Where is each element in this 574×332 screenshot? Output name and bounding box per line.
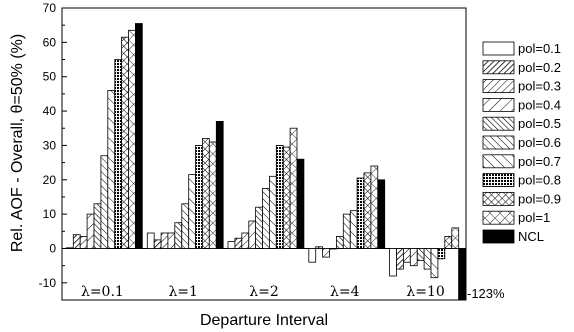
category-label: λ=4	[330, 284, 360, 300]
legend-swatch	[482, 210, 515, 225]
bar-ncl-1	[215, 121, 224, 249]
bar-pol-0-9-4	[444, 235, 453, 249]
bar-pol-0-6-4	[423, 248, 432, 270]
bar-pol-0-4-0	[86, 213, 95, 249]
bar-ncl-0	[134, 23, 143, 249]
y-tick-label: 0	[49, 241, 56, 255]
bar-pol-0-5-3	[335, 235, 344, 249]
bar-pol-0-3-0	[79, 235, 88, 249]
annotation-ncl-lambda10: -123%	[467, 286, 505, 301]
bar-pol-0-2-2	[234, 237, 243, 249]
bar-pol-0-7-1	[188, 174, 196, 249]
category-label: λ=2	[249, 284, 279, 300]
bar-pol-0-6-1	[181, 203, 190, 249]
legend-label: NCL	[518, 229, 544, 244]
bar-pol-0-7-0	[107, 90, 116, 249]
legend-swatch	[482, 79, 515, 93]
bar-pol-1-1	[208, 141, 217, 249]
legend-label: pol=0.3	[518, 79, 561, 94]
legend-swatch	[482, 173, 515, 188]
legend-label: pol=0.9	[518, 191, 561, 206]
bar-ncl-3	[377, 179, 386, 249]
bar-pol-0-1-3	[308, 248, 317, 263]
bar-pol-0-6-3	[342, 213, 351, 249]
bar-pol-0-8-4	[437, 248, 446, 260]
bar-pol-0-2-1	[153, 239, 162, 249]
plot-frame	[61, 7, 467, 301]
legend-label: pol=0.4	[518, 97, 561, 112]
y-tick-label: 60	[43, 35, 57, 49]
bar-pol-0-6-0	[100, 155, 109, 249]
bar-pol-0-4-2	[248, 220, 257, 249]
bar-ncl-4	[458, 248, 466, 301]
bar-pol-0-2-3	[315, 246, 324, 249]
y-tick-label: -10	[39, 276, 57, 290]
bar-pol-0-8-0	[114, 59, 123, 249]
y-tick-label: 10	[43, 207, 57, 221]
y-tick-label: 20	[43, 173, 57, 187]
bar-pol-0-1-2	[227, 241, 236, 249]
legend-swatch	[482, 116, 515, 131]
bar-pol-0-3-3	[322, 248, 330, 258]
legend-swatch	[482, 135, 515, 150]
bar-pol-0-8-3	[356, 177, 365, 249]
bar-pol-0-3-4	[402, 248, 411, 263]
legend-swatch	[482, 229, 515, 244]
bar-pol-0-9-0	[121, 36, 129, 249]
legend-label: pol=1	[518, 210, 550, 225]
legend-label: pol=0.6	[518, 135, 561, 150]
legend-label: pol=0.8	[518, 173, 561, 188]
legend-swatch	[482, 191, 515, 206]
category-label: λ=10	[406, 284, 444, 300]
bar-pol-0-9-3	[363, 172, 372, 249]
bar-pol-1-0	[128, 29, 136, 249]
y-tick-label: 50	[43, 70, 57, 84]
bar-pol-1-2	[289, 127, 298, 249]
bar-pol-0-7-2	[268, 175, 277, 249]
bar-pol-0-4-1	[167, 232, 176, 249]
legend-label: pol=0.1	[518, 41, 561, 56]
bar-pol-0-5-2	[255, 206, 263, 249]
bar-pol-0-5-1	[174, 222, 183, 249]
bar-ncl-2	[296, 158, 305, 249]
bar-pol-0-4-4	[409, 248, 418, 267]
bar-pol-0-3-1	[160, 232, 169, 249]
bar-pol-0-5-0	[93, 203, 102, 249]
bar-pol-0-2-0	[72, 234, 81, 249]
bar-pol-0-7-4	[430, 248, 439, 279]
legend-swatch	[482, 154, 515, 169]
x-axis-title: Departure Interval	[200, 312, 328, 329]
bar-pol-0-3-2	[241, 232, 250, 249]
category-label: λ=0.1	[81, 284, 124, 300]
bar-pol-1-4	[451, 227, 460, 249]
bar-pol-0-9-2	[282, 146, 291, 249]
bars	[66, 23, 466, 301]
category-label: λ=1	[168, 284, 198, 300]
bar-pol-0-8-2	[275, 144, 284, 249]
bar-pol-0-1-4	[389, 248, 397, 277]
y-tick-label: 70	[43, 1, 57, 15]
bar-pol-0-4-3	[329, 248, 337, 250]
y-axis-title: Rel. AOF - Overall, θ=50% (%)	[9, 34, 26, 252]
bar-pol-1-3	[370, 165, 379, 249]
category-labels: λ=0.1 λ=1 λ=2 λ=4 λ=10	[81, 284, 445, 300]
legend: pol=0.1 pol=0.2 pol=0.3 pol=0.4 pol=0.5 pol=0…	[482, 41, 561, 244]
y-tick-label: 30	[43, 138, 57, 152]
y-tick-label: 40	[43, 104, 57, 118]
bar-pol-0-9-1	[201, 138, 210, 249]
bar-pol-0-1-1	[146, 232, 155, 249]
legend-swatch	[482, 60, 515, 75]
bar-pol-0-7-3	[349, 210, 358, 249]
legend-label: pol=0.5	[518, 116, 561, 131]
bar-pol-0-8-1	[195, 144, 203, 249]
bar-pol-0-6-2	[262, 187, 270, 249]
bar-pol-0-2-4	[396, 248, 404, 270]
bar-pol-0-1-0	[66, 247, 74, 249]
legend-swatch	[482, 41, 515, 56]
legend-label: pol=0.2	[518, 60, 561, 75]
legend-label: pol=0.7	[518, 154, 561, 169]
bar-pol-0-5-4	[416, 248, 425, 261]
legend-swatch	[482, 98, 515, 112]
